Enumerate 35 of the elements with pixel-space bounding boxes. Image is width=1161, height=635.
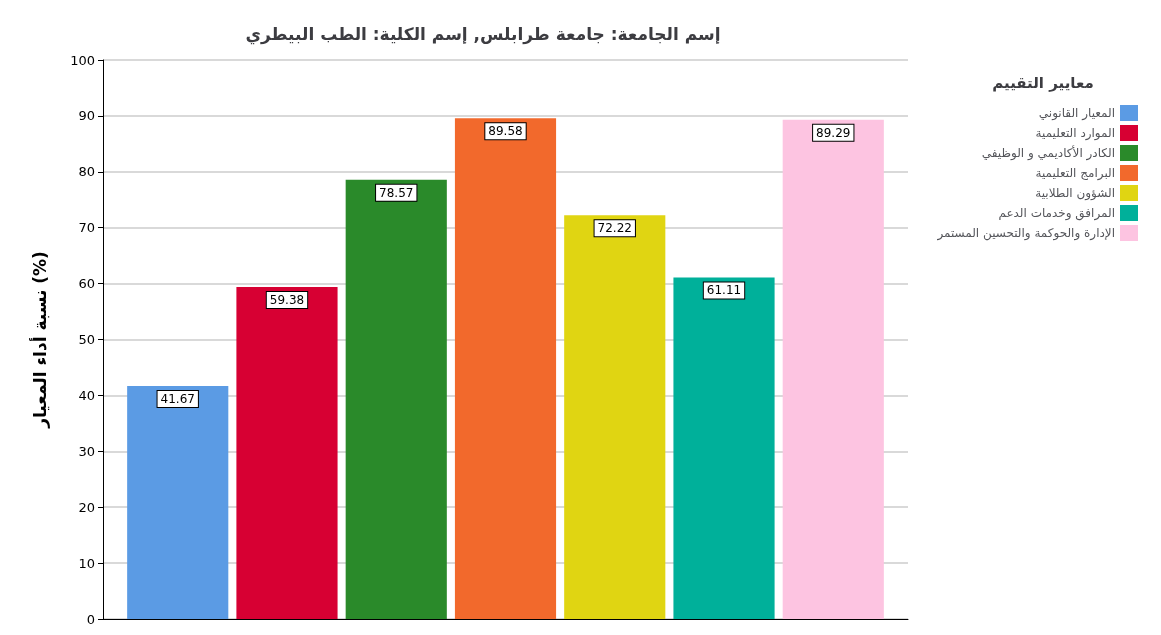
y-tick-label: 60 — [78, 276, 95, 292]
y-tick-label: 50 — [78, 332, 95, 347]
y-tick-label: 90 — [78, 108, 95, 124]
bar — [782, 119, 884, 619]
legend-label: الإدارة والحوكمة والتحسين المستمر — [936, 226, 1115, 241]
y-axis-title: نسبة أداء المعيار (%) — [28, 251, 50, 429]
legend-title: معايير التقييم — [992, 73, 1094, 92]
data-label: 89.29 — [816, 125, 851, 140]
y-tick-label: 40 — [78, 387, 95, 403]
y-tick-label: 0 — [86, 611, 95, 627]
y-tick-label: 70 — [78, 220, 95, 236]
y-tick-label: 10 — [78, 555, 95, 571]
chart-title: إسم الجامعة: جامعة طرابلس, إسم الكلية: الطب البيطري — [245, 23, 721, 45]
y-tick-label: 100 — [70, 52, 95, 68]
bar — [345, 179, 447, 619]
data-label: 78.57 — [379, 185, 414, 200]
bar — [236, 287, 338, 619]
data-label: 89.58 — [488, 124, 523, 139]
bar — [454, 118, 557, 619]
bar — [564, 215, 666, 619]
data-label: 59.38 — [269, 293, 305, 308]
legend-label: المعيار القانوني — [1038, 106, 1115, 121]
bar — [127, 386, 229, 619]
bar — [673, 277, 775, 619]
y-tick-label: 30 — [78, 443, 95, 459]
y-tick-label: 80 — [78, 164, 95, 180]
data-label: 72.22 — [597, 221, 632, 236]
data-label: 41.67 — [160, 392, 195, 407]
legend-label: الكادر الأكاديمي و الوظيفي — [981, 145, 1115, 161]
legend-label: المرافق وخدمات الدعم — [998, 206, 1115, 221]
data-label: 61.11 — [706, 283, 742, 298]
legend-label: الشؤون الطلابية — [1035, 186, 1115, 201]
legend-label: البرامج التعليمية — [1035, 166, 1115, 181]
legend-label: الموارد التعليمية — [1035, 126, 1115, 141]
y-tick-label: 20 — [78, 499, 95, 515]
